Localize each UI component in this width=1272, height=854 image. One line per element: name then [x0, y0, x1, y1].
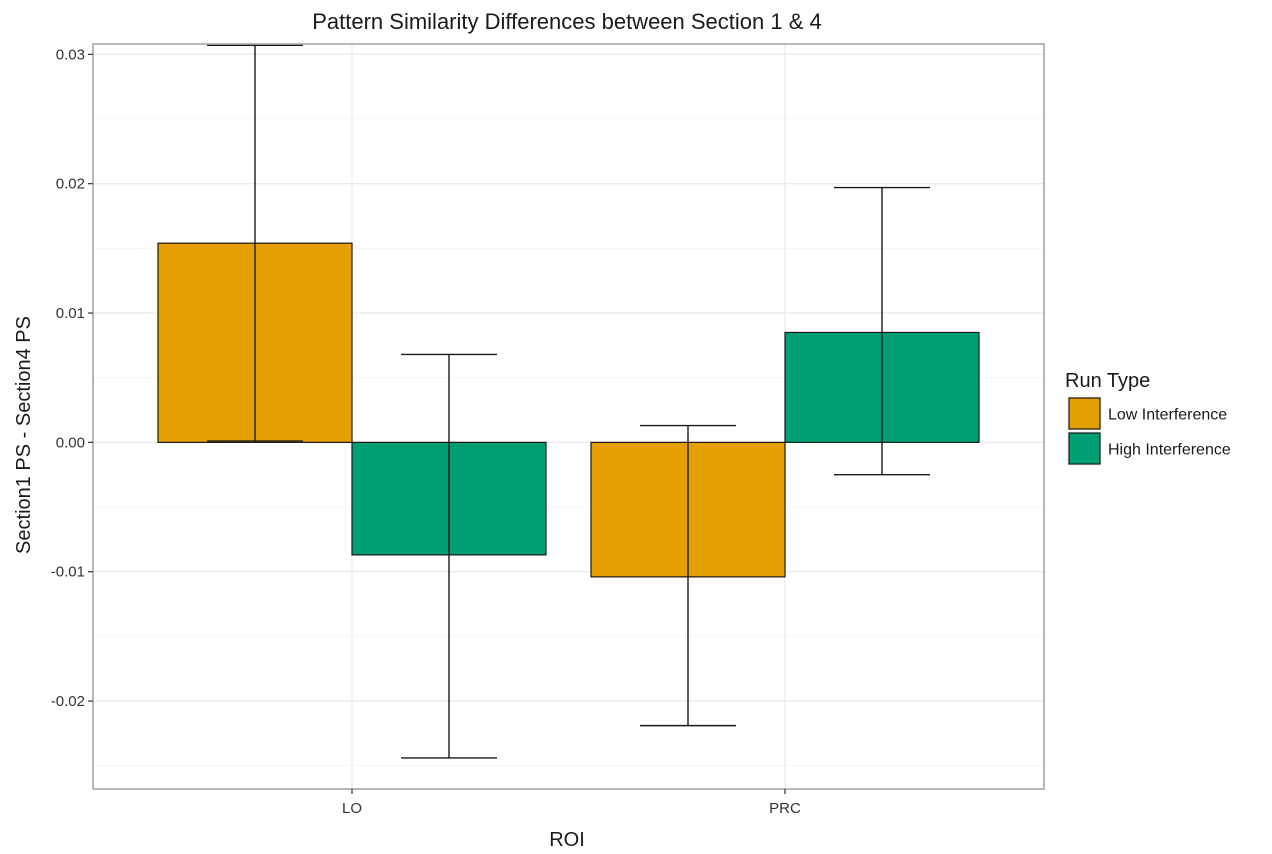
legend-swatch	[1068, 397, 1101, 430]
y-tick-label: -0.01	[51, 564, 85, 581]
legend-label: High Interference	[1108, 442, 1231, 459]
y-tick-label: 0.00	[56, 434, 85, 451]
y-tick-label: 0.02	[56, 176, 85, 193]
y-tick-label: 0.01	[56, 305, 85, 322]
chart-title: Pattern Similarity Differences between S…	[312, 9, 822, 34]
y-tick-label: 0.03	[56, 46, 85, 63]
x-tick-label: LO	[342, 800, 362, 817]
x-tick-label: PRC	[769, 800, 801, 817]
y-axis-title: Section1 PS - Section4 PS	[13, 316, 35, 554]
legend: Run Type Low Interference High Interferen…	[1065, 370, 1231, 467]
plot-panel	[92, 43, 1045, 790]
legend-label: Low Interference	[1108, 407, 1227, 424]
y-tick-label: -0.02	[51, 693, 85, 710]
x-axis-title: ROI	[549, 829, 585, 851]
legend-title: Run Type	[1065, 370, 1150, 392]
panel-border	[92, 43, 1045, 790]
legend-swatch	[1068, 432, 1101, 465]
